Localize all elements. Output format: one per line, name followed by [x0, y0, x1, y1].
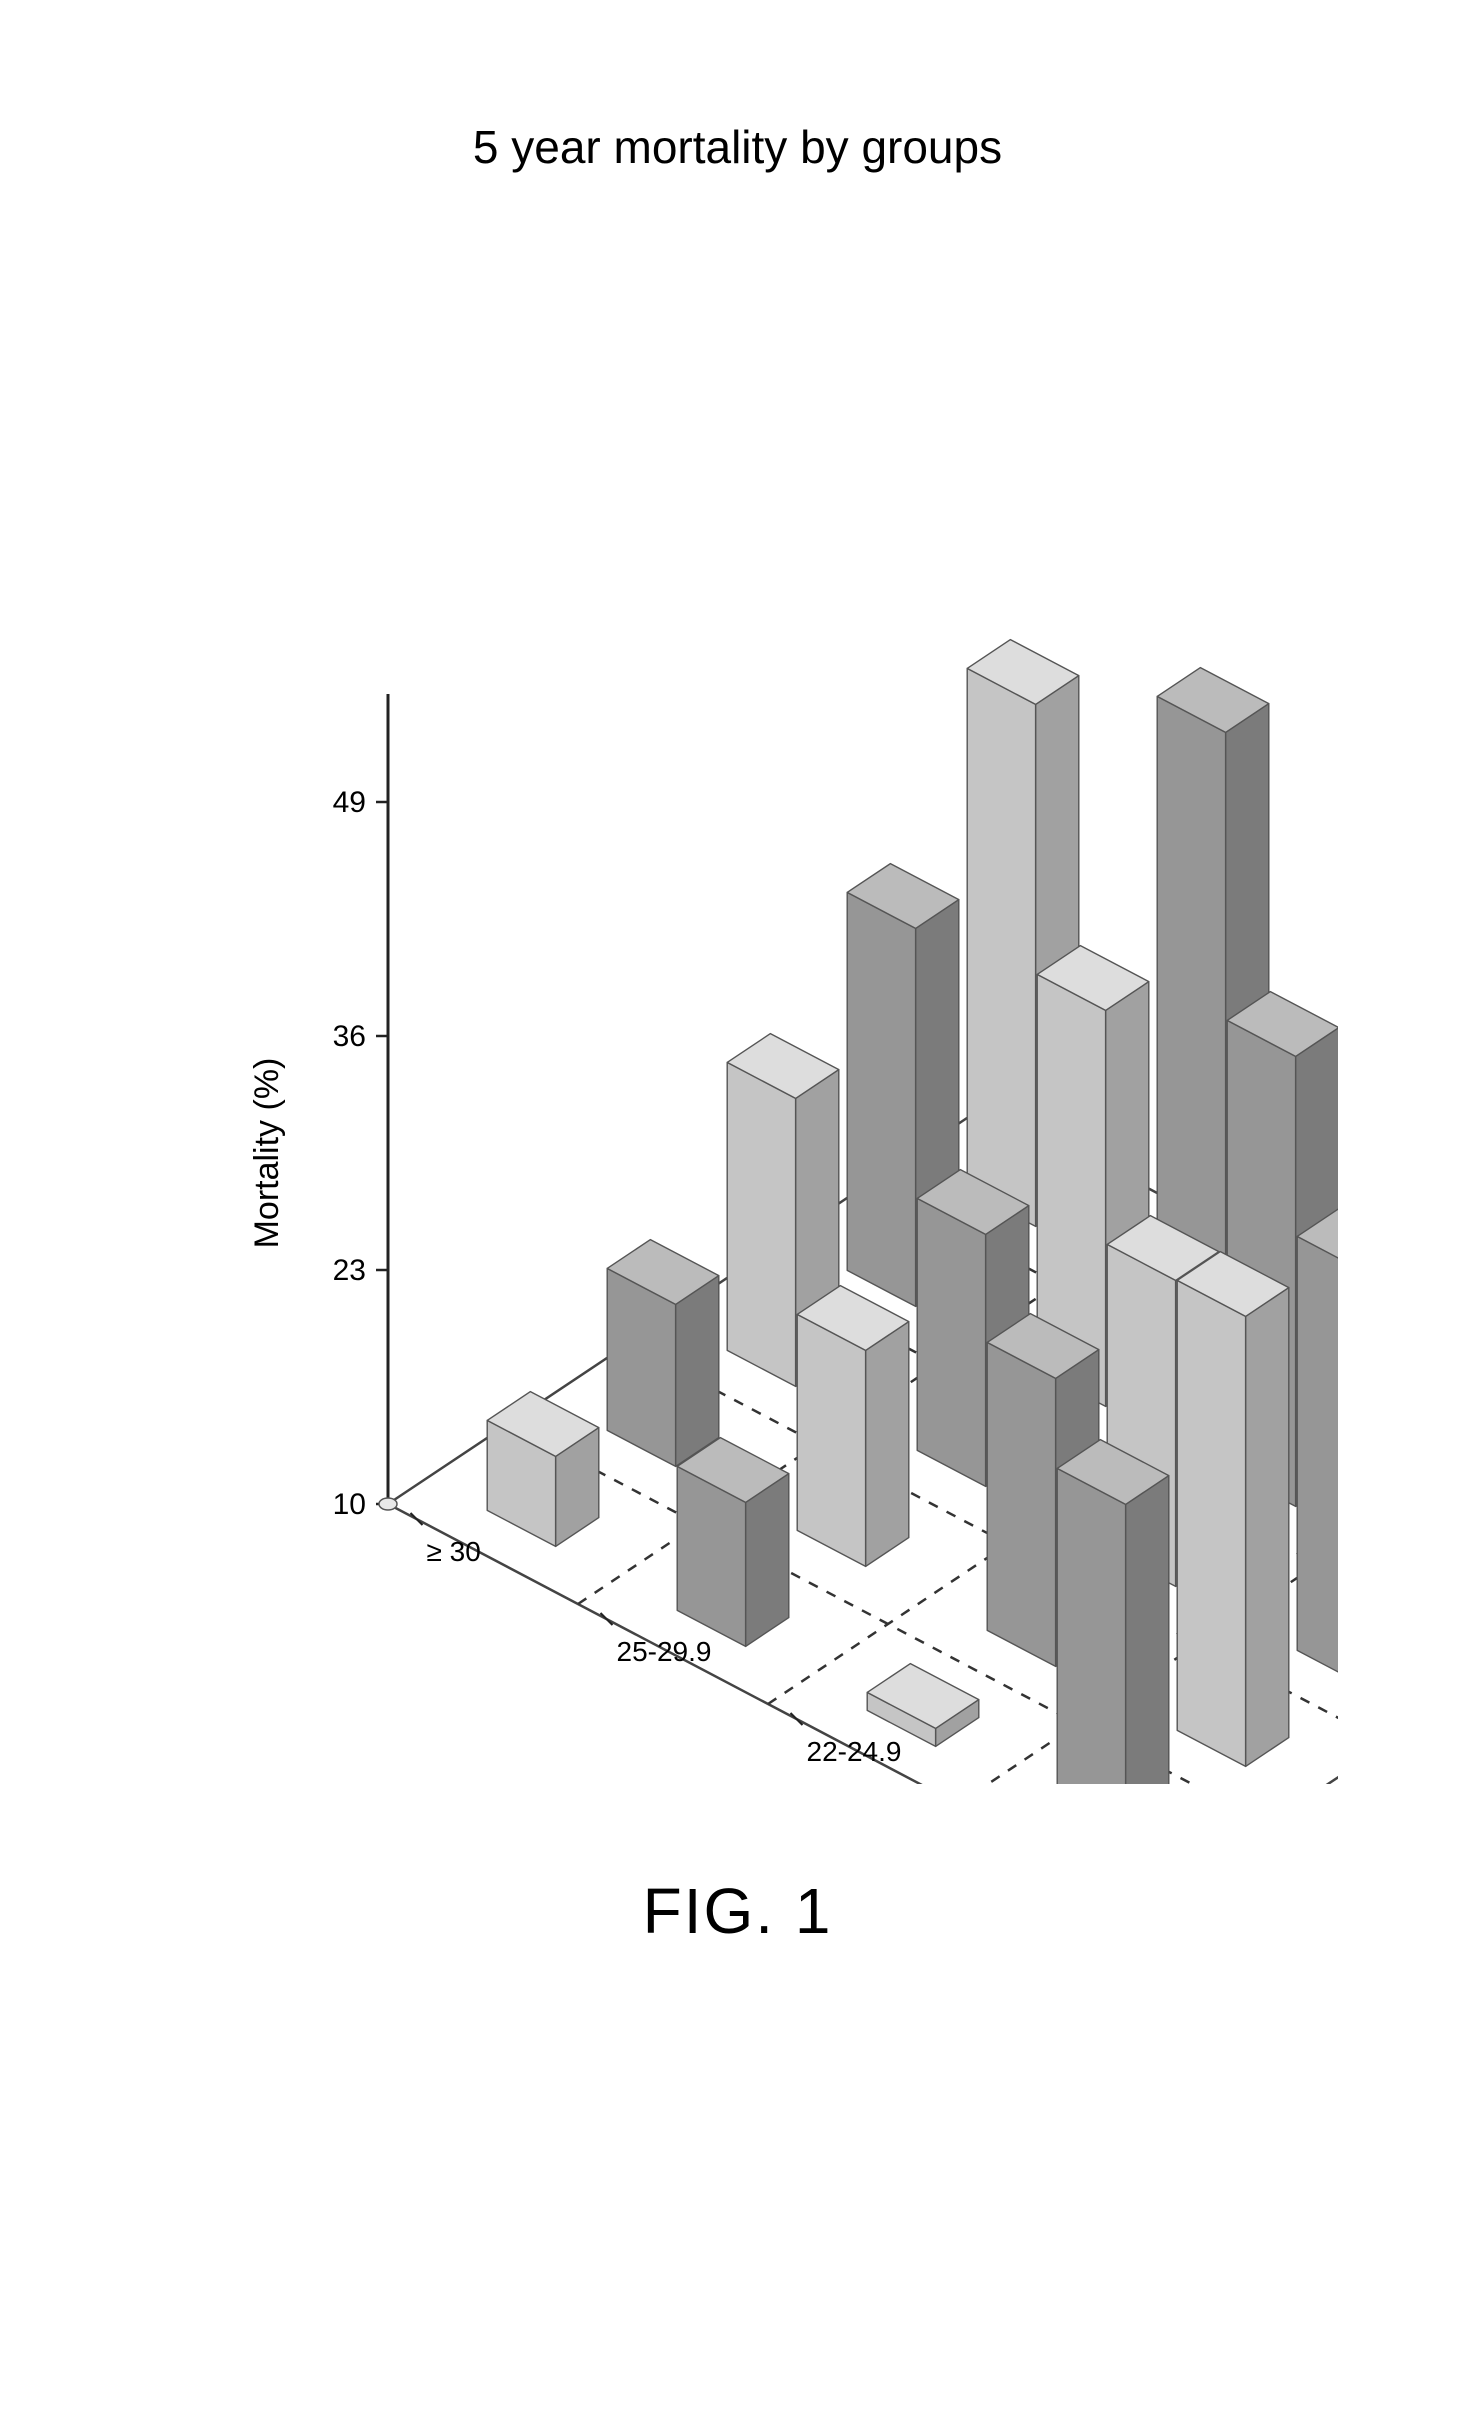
bar: [677, 1438, 789, 1647]
mortality-3d-bar-chart: 10233649Mortality (%)≥ 3025-29.922-24.91…: [138, 184, 1338, 1784]
svg-text:49: 49: [332, 786, 365, 819]
svg-text:10: 10: [332, 1488, 365, 1521]
svg-text:23: 23: [332, 1254, 365, 1287]
bar: [1177, 1252, 1289, 1767]
svg-text:≥ 30: ≥ 30: [426, 1536, 480, 1567]
figure-label: FIG. 1: [0, 1874, 1475, 1948]
svg-text:36: 36: [332, 1020, 365, 1053]
chart-title: 5 year mortality by groups: [0, 120, 1475, 174]
bar: [1297, 1208, 1338, 1687]
svg-text:22-24.9: 22-24.9: [806, 1736, 901, 1767]
bar: [1057, 1440, 1169, 1784]
svg-text:25-29.9: 25-29.9: [616, 1636, 711, 1667]
bar: [797, 1286, 909, 1567]
bar: [607, 1240, 719, 1467]
bar: [867, 1664, 979, 1747]
z-axis-label: Mortality (%): [248, 1058, 286, 1249]
bars-group: [487, 640, 1338, 1784]
bar: [487, 1392, 599, 1547]
